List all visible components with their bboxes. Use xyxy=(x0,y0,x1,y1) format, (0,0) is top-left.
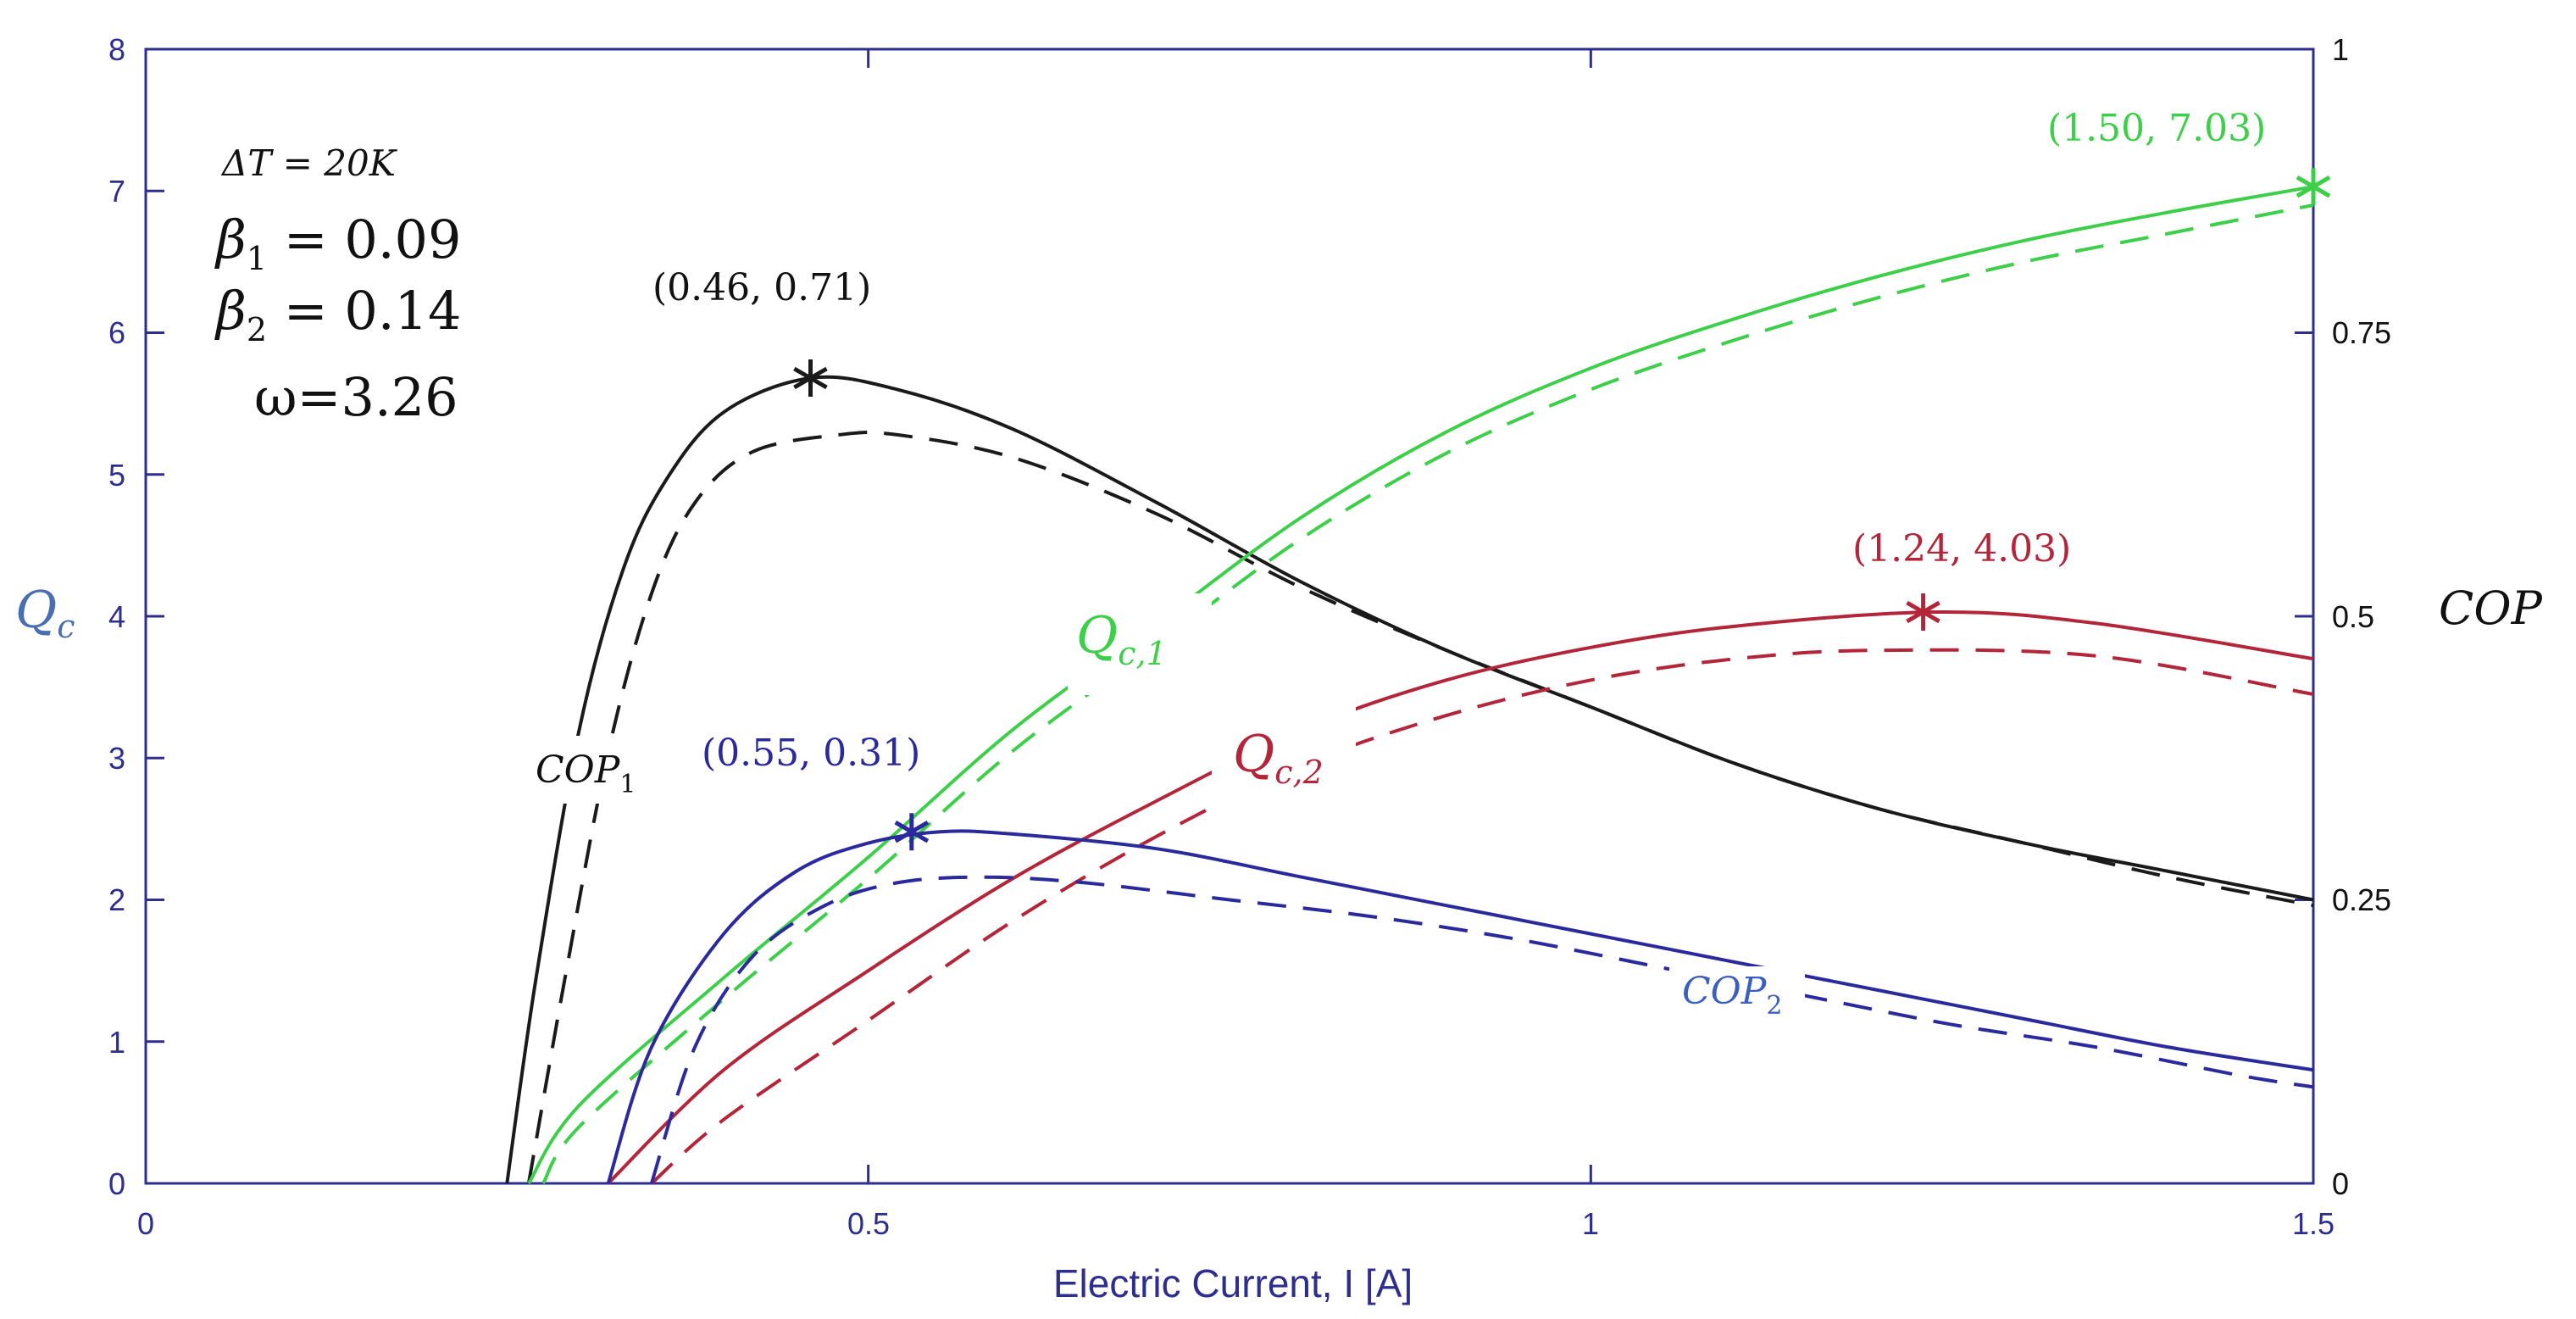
beta1-param: β1 = 0.09 xyxy=(214,209,461,277)
right-tick-label: 0 xyxy=(2332,1166,2349,1201)
cop1-curve-label: COP1 xyxy=(536,749,636,799)
qc1-label-main: Q xyxy=(1076,606,1118,665)
series-line-cop1 xyxy=(505,375,2314,1184)
right-tick-label: 0.5 xyxy=(2332,599,2374,634)
left-axis-title-sub: c xyxy=(57,608,75,645)
x-tick-label: 1 xyxy=(1582,1206,1599,1241)
left-tick-label: 6 xyxy=(108,315,125,350)
asterisk-marker-1 xyxy=(793,359,828,397)
series-line-cop1-dashed xyxy=(526,431,2314,1184)
left-tick-label: 7 xyxy=(108,174,125,209)
qc2-label-background xyxy=(1212,704,1356,805)
asterisk-stroke xyxy=(2296,175,2331,198)
beta2-subscript: 2 xyxy=(247,311,267,348)
cop1-label-background xyxy=(525,736,652,804)
series-line-qc2 xyxy=(607,609,2314,1185)
cop2-label-background xyxy=(1669,966,1805,1026)
qc2-curve-label: Qc,2 xyxy=(1233,725,1324,791)
marker-label-qc1: (1.50, 7.03) xyxy=(2047,107,2266,150)
left-tick-label: 2 xyxy=(108,882,125,917)
qc1-curve-label: Qc,1 xyxy=(1076,606,1167,672)
x-axis-title: Electric Current, I [A] xyxy=(1053,1261,1413,1305)
cop2-label-sub: 2 xyxy=(1766,991,1782,1021)
asterisk-stroke xyxy=(793,366,828,390)
cop1-label-main: COP xyxy=(536,749,621,792)
qc2-label-sub: c,2 xyxy=(1274,754,1324,791)
left-axis-title: Qc xyxy=(15,581,75,645)
delta-t-param: ΔT = 20K xyxy=(220,142,398,184)
beta2-symbol: β xyxy=(214,280,247,342)
series-line-qc1 xyxy=(527,185,2314,1185)
tick-marks xyxy=(144,47,2315,1185)
markers xyxy=(793,168,2331,851)
marker-label-cop2: (0.55, 0.31) xyxy=(702,732,920,775)
series-line-qc1-dashed xyxy=(541,203,2314,1185)
right-tick-label: 1 xyxy=(2332,32,2349,67)
right-tick-label: 0.75 xyxy=(2332,315,2391,350)
right-tick-labels: 0 0.25 0.5 0.75 1 xyxy=(2332,32,2391,1201)
beta1-subscript: 1 xyxy=(247,240,267,277)
beta1-value: = 0.09 xyxy=(267,209,461,270)
beta2-value: = 0.14 xyxy=(267,280,461,342)
right-axis-title: COP xyxy=(2439,582,2544,635)
beta1-symbol: β xyxy=(214,209,247,270)
left-tick-label: 5 xyxy=(108,458,125,493)
asterisk-marker-2 xyxy=(894,813,930,851)
qc1-label-background xyxy=(1068,593,1212,695)
series-line-cop2 xyxy=(606,829,2314,1184)
x-tick-label: 0 xyxy=(137,1206,154,1241)
left-tick-label: 4 xyxy=(108,599,125,634)
series-lines xyxy=(505,185,2314,1185)
left-tick-label: 8 xyxy=(108,32,125,67)
left-tick-labels: 0 1 2 3 4 5 6 7 8 xyxy=(108,32,125,1201)
right-tick-label: 0.25 xyxy=(2332,882,2391,917)
left-tick-label: 0 xyxy=(108,1166,125,1201)
cop1-label-sub: 1 xyxy=(619,770,636,799)
series-line-cop2-dashed xyxy=(649,875,2314,1184)
qc2-label-main: Q xyxy=(1233,725,1274,784)
cop2-label-main: COP xyxy=(1682,970,1768,1013)
parameter-block: ΔT = 20K β1 = 0.09 β2 = 0.14 ω=3.26 xyxy=(214,142,461,428)
marker-label-qc2: (1.24, 4.03) xyxy=(1852,527,2071,570)
asterisk-marker-3 xyxy=(1906,593,1940,631)
cop2-curve-label: COP2 xyxy=(1682,970,1782,1021)
x-tick-label: 1.5 xyxy=(2292,1206,2334,1241)
asterisk-stroke xyxy=(1906,600,1940,624)
series-line-qc2-dashed xyxy=(650,648,2314,1185)
asterisk-stroke xyxy=(894,821,930,843)
left-tick-label: 1 xyxy=(108,1025,125,1060)
left-tick-label: 3 xyxy=(108,741,125,776)
x-tick-labels: 0 0.5 1 1.5 xyxy=(137,1206,2334,1241)
qc1-label-sub: c,1 xyxy=(1118,635,1167,672)
asterisk-marker-4 xyxy=(2296,168,2331,206)
x-tick-label: 0.5 xyxy=(847,1206,890,1241)
beta2-param: β2 = 0.14 xyxy=(214,280,461,348)
left-axis-title-main: Q xyxy=(15,581,57,640)
omega-param: ω=3.26 xyxy=(254,366,458,428)
marker-label-cop1: (0.46, 0.71) xyxy=(652,266,871,309)
